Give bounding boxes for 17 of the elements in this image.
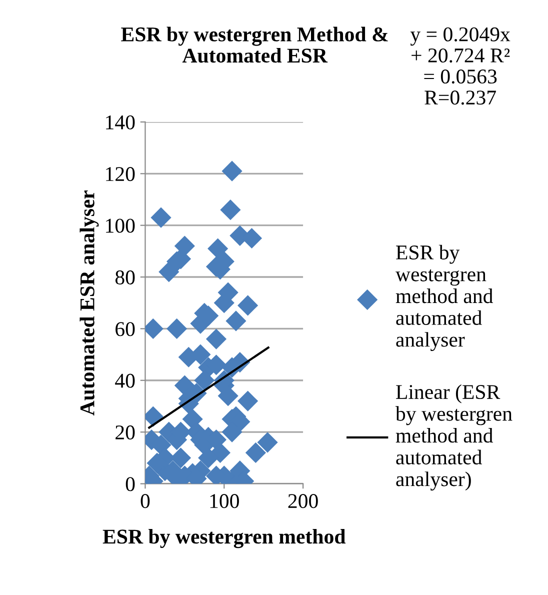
y-tick-label: 60 — [116, 322, 135, 336]
text: y = 0.2049x + 20.724 R² = 0.0563 R=0.237 — [410, 27, 510, 105]
y-tick-label: 40 — [115, 374, 135, 388]
y-tick-label: 0 — [126, 477, 135, 492]
x-axis-title: ESR by westergren method — [102, 529, 346, 548]
x-tick-label: 100 — [210, 494, 239, 508]
y-tick-label: 100 — [106, 218, 135, 233]
y-axis-title: Automated ESR analyser — [80, 190, 99, 416]
y-tick-label: 140 — [106, 115, 135, 130]
y-tick-label: 120 — [106, 167, 135, 182]
x-tick-label: 0 — [140, 494, 150, 508]
y-tick-label: 20 — [116, 425, 135, 440]
y-tick-label: 80 — [115, 270, 135, 284]
chart-title: ESR by westergren Method & Automated ESR — [121, 26, 388, 63]
x-tick-label: 200 — [288, 494, 318, 508]
legend-label: Linear (ESR by westergren method and automated analyser) — [395, 384, 512, 491]
legend-label: ESR by westergren method and automated analyser — [395, 244, 493, 352]
